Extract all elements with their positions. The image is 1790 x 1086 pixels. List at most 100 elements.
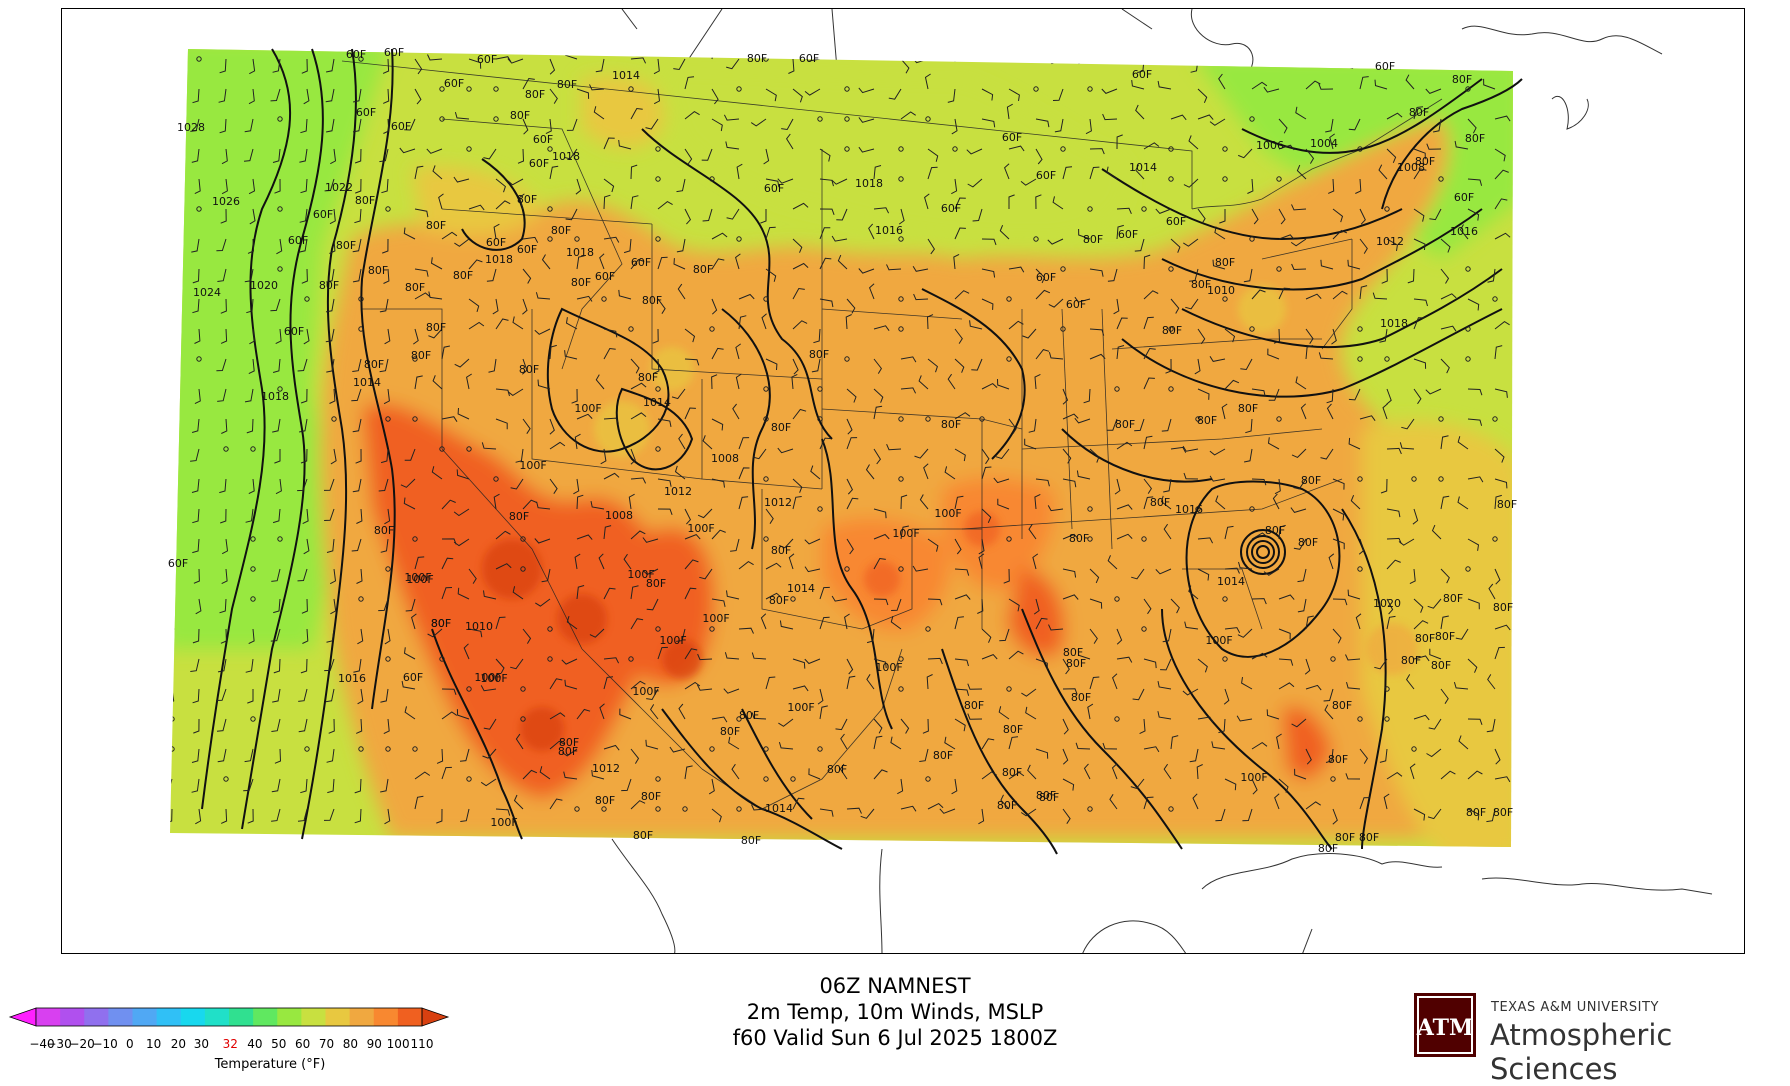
wind-barb (515, 733, 524, 750)
wind-barb (1409, 568, 1416, 585)
title-valid-time: f60 Valid Sun 6 Jul 2025 1800Z (732, 1026, 1058, 1050)
wind-barb (1427, 808, 1442, 820)
calm-wind-marker (898, 686, 904, 692)
wind-barb (1052, 88, 1064, 101)
wind-barb (541, 568, 551, 583)
wind-barb (589, 84, 605, 91)
wind-barb (1116, 224, 1124, 240)
wind-barb (1251, 741, 1268, 750)
pressure-label: 1014 (353, 376, 381, 389)
wind-barb (1163, 478, 1172, 493)
calm-wind-marker (412, 416, 418, 422)
wind-barb (192, 628, 200, 644)
wind-barb (1183, 178, 1199, 188)
wind-barb (844, 613, 850, 630)
wind-barb (819, 586, 830, 600)
wind-barb (272, 358, 281, 373)
pressure-label: 1024 (193, 286, 221, 299)
calm-wind-marker (1276, 266, 1282, 272)
wind-barb (1251, 598, 1267, 605)
wind-barb (1035, 268, 1046, 284)
wind-barb (1440, 325, 1457, 332)
wind-barb (630, 585, 639, 600)
wind-barb (414, 268, 429, 277)
wind-barb (1494, 478, 1508, 489)
wind-barb (702, 208, 713, 222)
wind-barb (299, 418, 308, 433)
wind-barb (1347, 589, 1361, 600)
wind-barb (1062, 568, 1077, 578)
wind-barb (760, 209, 767, 224)
wind-barb (993, 477, 1010, 484)
wind-barb (453, 176, 470, 183)
wind-barb (325, 88, 335, 103)
temperature-label: 80F (1066, 657, 1086, 670)
wind-barb (723, 688, 740, 694)
temperature-label: 80F (426, 321, 446, 334)
temperature-label: 80F (1409, 106, 1429, 119)
temperature-label: 100F (787, 701, 814, 714)
wind-barb (1386, 238, 1398, 251)
wind-barb (1134, 418, 1145, 432)
temperature-label: 80F (1063, 646, 1083, 659)
calm-wind-marker (1033, 236, 1039, 242)
wind-barb (564, 679, 578, 690)
wind-barb (468, 321, 485, 330)
wind-barb (1305, 684, 1322, 691)
wind-barb (873, 658, 887, 669)
wind-barb (1251, 652, 1268, 660)
wind-barb (674, 465, 686, 480)
wind-barb (603, 328, 618, 338)
wind-barb (1143, 435, 1153, 450)
temperature-label: 80F (374, 524, 394, 537)
colorbar-swatch (156, 1008, 182, 1026)
temperature-label: 80F (571, 276, 591, 289)
wind-barb (327, 778, 335, 794)
wind-barb (765, 562, 782, 570)
wind-barb (354, 208, 362, 224)
wind-barb (981, 466, 992, 480)
wind-barb (846, 807, 862, 814)
wind-barb (248, 628, 255, 645)
wind-barb (217, 748, 227, 763)
wind-barb (459, 748, 470, 762)
wind-barb (819, 298, 834, 308)
wind-barb (1197, 537, 1214, 544)
wind-barb (810, 465, 821, 480)
wind-barb (840, 733, 848, 750)
wind-barb (539, 766, 551, 780)
temperature-label: 100F (404, 571, 431, 584)
calm-wind-marker (358, 326, 364, 332)
wind-barb (953, 253, 960, 270)
wind-barb (808, 768, 821, 780)
wind-barb (170, 808, 173, 824)
wind-barb (792, 496, 802, 510)
calm-wind-marker (763, 386, 769, 392)
temperature-label: 100F (574, 402, 601, 415)
wind-barb (1305, 615, 1314, 630)
wind-barb (760, 613, 767, 630)
wind-barb (1374, 79, 1388, 90)
temperature-label: 80F (1443, 592, 1463, 605)
wind-barb (495, 530, 511, 540)
temperature-label: 100F (490, 816, 517, 829)
wind-barb (248, 358, 255, 375)
calm-wind-marker (1222, 146, 1228, 152)
temperature-label: 80F (510, 109, 530, 122)
wind-barb (353, 88, 362, 103)
temperature-label: 60F (403, 671, 423, 684)
wind-barb (954, 594, 971, 600)
wind-barb (1224, 627, 1241, 634)
wind-barb (1454, 140, 1469, 150)
calm-wind-marker (1087, 806, 1093, 812)
wind-barb (671, 388, 686, 400)
wind-barb (738, 315, 747, 330)
temperature-label: 80F (355, 194, 375, 207)
calm-wind-marker (466, 776, 472, 782)
calm-wind-marker (277, 386, 283, 392)
wind-barb (1494, 494, 1502, 510)
wind-barb (981, 738, 995, 750)
wind-barb (219, 598, 227, 614)
wind-barb (326, 538, 335, 553)
wind-barb (1182, 688, 1199, 696)
